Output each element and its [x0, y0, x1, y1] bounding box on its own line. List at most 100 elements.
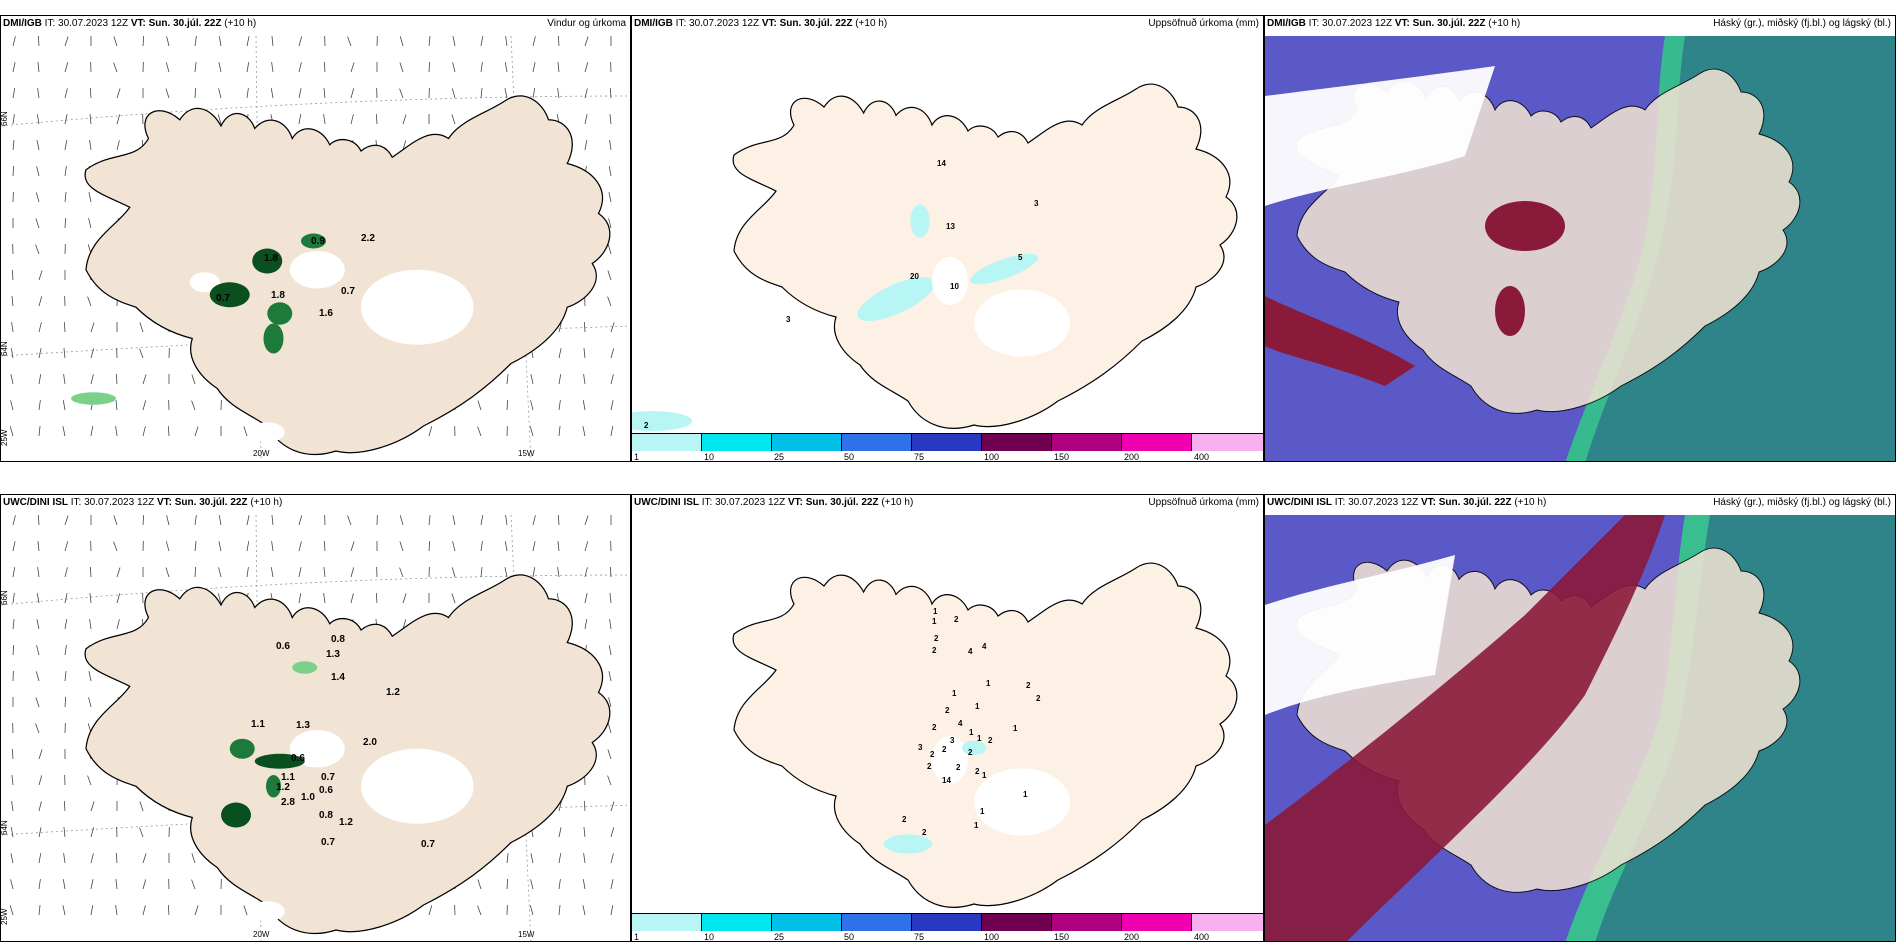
- panel-accum-dini: UWC/DINI ISL IT: 30.07.2023 12Z VT: Sun.…: [631, 494, 1264, 942]
- wind-barb: [116, 593, 121, 604]
- wind-barb: [115, 400, 118, 411]
- wind-barb: [194, 87, 197, 99]
- wind-barb: [36, 140, 40, 151]
- wind-barb: [584, 114, 588, 125]
- wind-barb: [89, 87, 92, 99]
- colorbar-tick: 50: [844, 452, 855, 462]
- wind-barb: [298, 567, 302, 578]
- value-label: 2: [644, 421, 649, 430]
- wind-barb: [504, 88, 508, 99]
- wind-barb: [38, 400, 41, 411]
- colorbar: 1 10 25 50 75 100 150 200 400: [632, 913, 1263, 941]
- colorbar-swatch: [772, 913, 842, 931]
- value-label: 1: [952, 689, 957, 698]
- wind-barb: [165, 62, 170, 73]
- wind-barb: [63, 321, 66, 333]
- value-label: 2: [934, 634, 939, 643]
- wind-barb: [38, 827, 42, 838]
- wind-barb: [428, 36, 431, 47]
- wind-barb: [10, 400, 14, 411]
- value-label: 0.8: [331, 634, 345, 645]
- wind-barb: [608, 645, 612, 656]
- wind-barb: [37, 36, 40, 47]
- wind-barb: [90, 322, 95, 333]
- wind-barb: [298, 114, 302, 125]
- wind-barb: [115, 852, 118, 864]
- wind-barb: [558, 827, 562, 838]
- wind-barb: [557, 515, 560, 526]
- lon-label: 20W: [253, 449, 270, 458]
- colorbar-tick: 75: [914, 452, 925, 462]
- value-label: 1: [932, 617, 937, 626]
- value-label: 1: [986, 679, 991, 688]
- wind-barb: [532, 541, 536, 552]
- colorbar-tick: 100: [984, 932, 1000, 942]
- wind-barb: [451, 567, 456, 578]
- value-label: 2: [1026, 681, 1031, 690]
- value-label: 1: [977, 734, 982, 743]
- wind-barb: [610, 853, 614, 864]
- colorbar-tick: 400: [1194, 932, 1210, 942]
- wind-barb: [11, 322, 14, 333]
- wind-barb: [323, 88, 326, 99]
- wind-barb: [452, 541, 456, 552]
- wind-barb: [323, 61, 326, 73]
- wind-barb: [609, 114, 612, 125]
- wind-barb: [218, 567, 222, 578]
- wind-barb: [402, 140, 407, 151]
- wind-barb: [270, 567, 274, 578]
- wind-barb: [218, 515, 222, 526]
- wind-barb: [35, 192, 40, 203]
- value-label: 1: [982, 771, 987, 780]
- wind-barb: [165, 88, 170, 99]
- wind-barb: [139, 348, 144, 359]
- panel-header: DMI/IGB IT: 30.07.2023 12Z VT: Sun. 30.j…: [3, 18, 257, 29]
- lat-label: 25W: [1, 429, 9, 446]
- colorbar-swatch: [842, 913, 912, 931]
- wind-barb: [12, 567, 16, 578]
- value-label: 3: [1034, 199, 1039, 208]
- wind-barb: [532, 88, 536, 99]
- wind-barb: [217, 114, 222, 125]
- wind-barb: [191, 879, 196, 890]
- wind-barb: [62, 400, 66, 411]
- wind-barb: [375, 592, 378, 604]
- wind-barb: [298, 515, 303, 526]
- wind-barb: [480, 567, 483, 578]
- wind-barb: [11, 801, 14, 812]
- wind-barb: [64, 114, 68, 125]
- wind-barb: [12, 619, 15, 630]
- panel-cloud-dini: UWC/DINI ISL IT: 30.07.2023 12Z VT: Sun.…: [1264, 494, 1896, 942]
- wind-barb: [36, 166, 40, 177]
- wind-barb: [532, 36, 536, 47]
- value-label: 2: [945, 706, 950, 715]
- wind-barb: [452, 515, 456, 526]
- colorbar-tick: 200: [1124, 932, 1140, 942]
- lat-label: 64N: [1, 820, 9, 835]
- wind-barb: [115, 879, 118, 890]
- wind-barb: [583, 827, 586, 838]
- colorbar-swatch: [702, 913, 772, 931]
- wind-barb: [477, 400, 482, 411]
- wind-barb: [477, 905, 482, 916]
- wind-barb: [609, 566, 612, 578]
- wind-barb: [246, 88, 249, 99]
- wind-barb: [116, 567, 121, 578]
- value-label: 1: [933, 607, 938, 616]
- wind-barb: [12, 165, 15, 177]
- colorbar-tick: 200: [1124, 452, 1140, 462]
- wind-barb: [62, 426, 66, 437]
- wind-barb: [194, 566, 197, 578]
- wind-barb: [402, 593, 407, 604]
- wind-barb: [271, 62, 274, 73]
- wind-barb: [64, 36, 69, 47]
- wind-barb: [607, 244, 612, 255]
- wind-barb: [452, 62, 456, 73]
- wind-barb: [610, 827, 615, 838]
- value-label: 0.7: [216, 293, 230, 304]
- wind-barb: [12, 114, 15, 125]
- wind-barb: [63, 348, 66, 359]
- wind-barb: [298, 541, 302, 552]
- wind-barb: [12, 541, 16, 552]
- wind-barb: [87, 296, 92, 307]
